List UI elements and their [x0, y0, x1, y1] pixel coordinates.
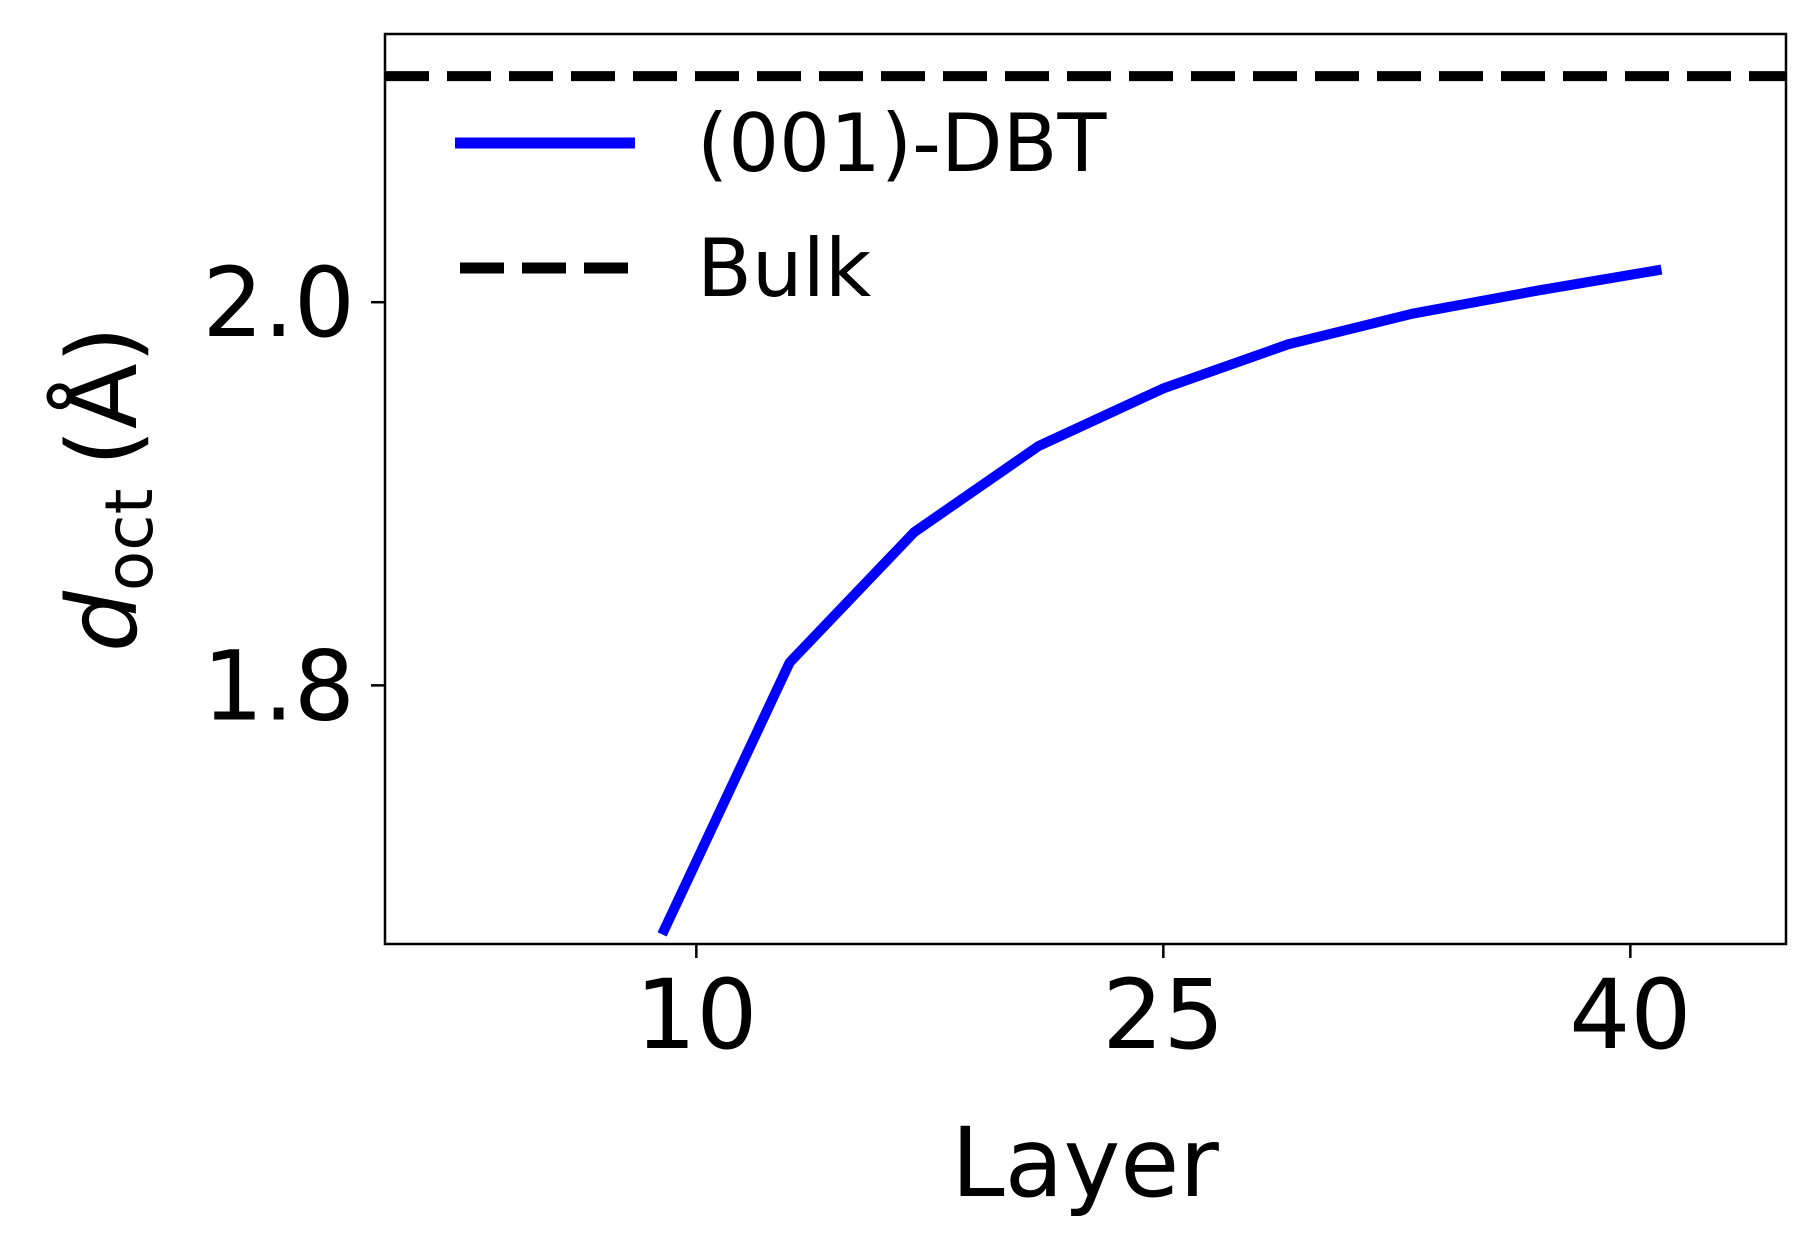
legend-label-bulk: Bulk [697, 222, 872, 315]
series-layer [385, 71, 1786, 937]
x-tick-label: 25 [1102, 959, 1224, 1071]
plot-frame [383, 32, 1788, 946]
x-tick-label: 10 [635, 959, 757, 1071]
y-axis-label-main: d [47, 590, 159, 652]
series-line-dbt [657, 264, 1663, 937]
x-axis-label: Layer [951, 1107, 1219, 1219]
y-tick-label: 1.8 [202, 630, 355, 742]
y-tick-label: 2.0 [202, 247, 355, 359]
x-axis: 10 25 40 [635, 944, 1691, 1071]
legend-label-dbt: (001)-DBT [697, 97, 1107, 190]
legend: (001)-DBT Bulk [455, 97, 1107, 315]
x-tick-label: 40 [1569, 959, 1691, 1071]
y-axis-label-unit: (Å) [46, 326, 159, 467]
y-axis-label-subscript: oct [91, 489, 168, 592]
y-axis: 1.8 2.0 [202, 247, 385, 742]
y-axis-label: doct (Å) [46, 326, 168, 652]
